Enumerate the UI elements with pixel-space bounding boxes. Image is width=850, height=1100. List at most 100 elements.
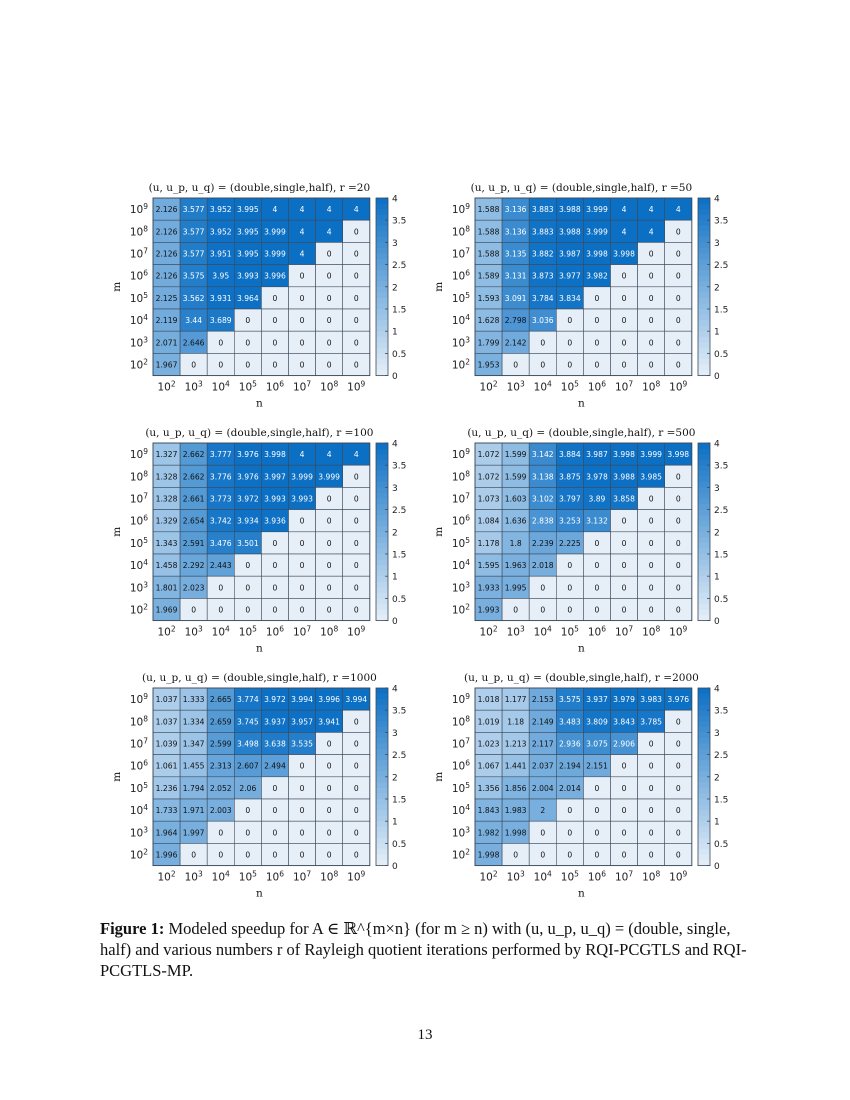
x-tick-label: 102 (157, 625, 175, 639)
heatmap-cell-label: 0 (676, 272, 681, 281)
heatmap-cell-label: 3.562 (183, 294, 205, 303)
heatmap-cell-label: 3.809 (586, 717, 608, 726)
colorbar-tick-label: 3 (392, 484, 398, 494)
heatmap-cell-label: 0 (354, 583, 359, 592)
caption-text: Modeled speedup for A ∈ ℝ^{m×n} (for m ≥… (100, 919, 747, 980)
heatmap-cell-label: 3.091 (505, 294, 527, 303)
heatmap-cell-label: 0 (540, 828, 545, 837)
colorbar-segment (698, 492, 710, 500)
heatmap-cell-label: 1.588 (478, 205, 500, 214)
x-tick-label: 108 (642, 870, 660, 884)
heatmap-cell-label: 3.999 (586, 227, 608, 236)
colorbar-tick-label: 2.5 (714, 751, 728, 761)
colorbar-tick-label: 0 (392, 862, 398, 872)
heatmap-cell-label: 1.588 (478, 227, 500, 236)
heatmap-cell-label: 4 (622, 227, 627, 236)
heatmap-cell-label: 0 (649, 250, 654, 259)
colorbar-segment (698, 843, 710, 850)
heatmap-cell-label: 0 (649, 272, 654, 281)
heatmap-cell-label: 0 (245, 583, 250, 592)
colorbar-tick-label: 0.5 (714, 840, 728, 850)
heatmap-cell-label: 4 (327, 205, 332, 214)
y-tick-label: 104 (130, 313, 148, 327)
colorbar-segment (698, 342, 710, 349)
colorbar-segment (698, 760, 710, 767)
colorbar-segment (376, 765, 388, 772)
heatmap-cell-label: 3.498 (237, 740, 259, 749)
heatmap-cell-label: 0 (649, 517, 654, 526)
heatmap-cell-label: 0 (273, 828, 278, 837)
colorbar-tick-label: 1.5 (392, 551, 406, 561)
heatmap-cell-label: 0 (327, 361, 332, 370)
heatmap-cell-label: 3.742 (210, 517, 232, 526)
heatmap-cell-label: 1.982 (478, 828, 500, 837)
colorbar-segment (698, 504, 710, 511)
x-tick-label: 107 (615, 870, 633, 884)
heatmap-cell-label: 0 (622, 539, 627, 548)
heatmap-cell-label: 1.177 (505, 695, 527, 704)
heatmap-cell-label: 3.937 (264, 717, 286, 726)
heatmap-cell-label: 0 (649, 606, 654, 615)
colorbar-segment (376, 587, 388, 594)
colorbar-segment (376, 331, 388, 338)
colorbar-segment (376, 542, 388, 550)
heatmap-cell-label: 0 (354, 539, 359, 548)
colorbar-segment (376, 837, 388, 844)
x-tick-label: 108 (642, 380, 660, 394)
heatmap-cell-label: 3.843 (613, 717, 635, 726)
heatmap-cell-label: 3.131 (505, 272, 527, 281)
colorbar-tick-label: 0.5 (392, 350, 406, 360)
colorbar-segment (376, 203, 388, 210)
colorbar-tick-label: 2.5 (714, 261, 728, 271)
heatmap-cell-label: 0 (300, 316, 305, 325)
x-tick-label: 103 (185, 625, 203, 639)
x-tick-label: 103 (507, 625, 525, 639)
heatmap-cell-label: 3.998 (667, 450, 689, 459)
y-tick-label: 105 (452, 781, 470, 795)
heatmap-cell-label: 0 (595, 294, 600, 303)
heatmap-cell-label: 0 (676, 495, 681, 504)
heatmap-cell-label: 0 (649, 338, 654, 347)
colorbar-segment (698, 448, 710, 455)
y-tick-label: 102 (452, 603, 470, 617)
colorbar-segment (376, 481, 388, 488)
y-tick-label: 105 (130, 781, 148, 795)
heatmap-cell-label: 3.797 (559, 495, 581, 504)
colorbar-segment (376, 704, 388, 711)
x-tick-label: 103 (507, 380, 525, 394)
y-tick-label: 103 (130, 335, 148, 349)
colorbar-segment (698, 576, 710, 583)
heatmap-title: (u, u_p, u_q) = (double,single,half), r … (467, 427, 695, 439)
x-tick-label: 108 (320, 870, 338, 884)
heatmap-cell-label: 3.931 (210, 294, 232, 303)
colorbar-segment (376, 732, 388, 739)
colorbar-tick-label: 3.5 (714, 707, 728, 717)
colorbar-tick-label: 2.5 (392, 751, 406, 761)
heatmap-cell-label: 0 (595, 784, 600, 793)
heatmap-cell-label: 3.142 (532, 450, 554, 459)
heatmap-panel: (u, u_p, u_q) = (double,single,half), r … (111, 182, 406, 410)
colorbar-tick-label: 1 (714, 573, 720, 583)
colorbar-segment (698, 520, 710, 527)
heatmap-cell-label: 2.599 (210, 740, 232, 749)
heatmap-cell-label: 0 (191, 851, 196, 860)
heatmap-cell-label: 0 (676, 740, 681, 749)
colorbar-tick-label: 3.5 (392, 462, 406, 472)
heatmap-cell-label: 0 (649, 316, 654, 325)
heatmap-cell-label: 4 (300, 450, 305, 459)
heatmap-cell-label: 3.995 (237, 227, 259, 236)
colorbar-segment (698, 353, 710, 360)
heatmap-cell-label: 0 (191, 606, 196, 615)
heatmap-cell-label: 1.039 (156, 740, 178, 749)
heatmap-cell-label: 3.883 (532, 227, 554, 236)
heatmap-cell-label: 0 (218, 361, 223, 370)
heatmap-cell-label: 0 (354, 828, 359, 837)
colorbar-segment (376, 225, 388, 232)
heatmap-cell-label: 3.972 (237, 495, 259, 504)
colorbar-tick-label: 3 (714, 484, 720, 494)
colorbar-segment (698, 776, 710, 783)
colorbar-segment (698, 810, 710, 817)
y-tick-label: 106 (130, 514, 148, 528)
x-axis-label: n (578, 398, 585, 410)
x-tick-label: 107 (615, 625, 633, 639)
